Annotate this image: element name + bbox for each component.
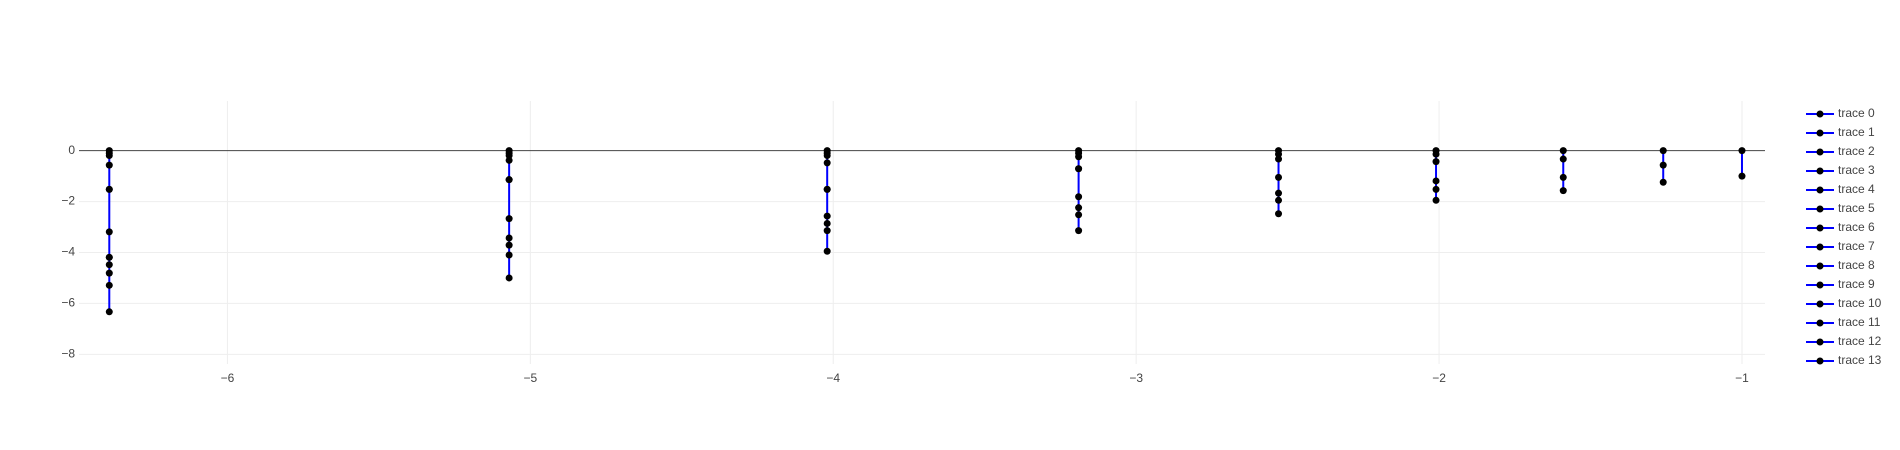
point [105,281,113,289]
point [823,247,831,255]
point [505,215,513,223]
legend-label: trace 6 [1838,220,1875,234]
point [105,308,113,316]
x-tick-label: −2 [1432,371,1446,385]
point [823,227,831,235]
x-tick-label: −5 [523,371,537,385]
point [505,241,513,249]
point [823,212,831,220]
x-tick-label: −6 [221,371,235,385]
point [1738,172,1746,180]
point [105,161,113,169]
y-tick-label: −8 [61,346,75,360]
legend-label: trace 3 [1838,163,1875,177]
point [1738,147,1746,155]
point [1559,187,1567,195]
legend-marker [1816,205,1824,213]
point [1075,204,1083,212]
legend-label: trace 5 [1838,201,1875,215]
point [105,269,113,277]
point [1275,155,1283,163]
x-tick-label: −4 [826,371,840,385]
point [1659,178,1667,186]
legend-marker [1816,338,1824,346]
point [1075,227,1083,235]
legend-marker [1816,300,1824,308]
point [1432,150,1440,158]
point [1275,173,1283,181]
legend-label: trace 7 [1838,239,1875,253]
point [1659,147,1667,155]
point [1075,153,1083,161]
point [823,151,831,159]
legend-label: trace 9 [1838,277,1875,291]
point [1075,193,1083,201]
point [105,185,113,193]
point [505,274,513,282]
y-tick-label: −6 [61,296,75,310]
point [105,228,113,236]
point [1432,196,1440,204]
legend-marker [1816,129,1824,137]
point [1559,155,1567,163]
legend-label: trace 2 [1838,144,1875,158]
legend-label: trace 13 [1838,353,1882,367]
y-tick-label: −2 [61,194,75,208]
point [823,219,831,227]
point [1275,150,1283,158]
point [1075,165,1083,173]
point [505,234,513,242]
point [1559,173,1567,181]
point [1275,210,1283,218]
legend-marker [1816,281,1824,289]
x-tick-label: −3 [1129,371,1143,385]
point [505,251,513,259]
point [1275,189,1283,197]
point [1432,177,1440,185]
legend-marker [1816,224,1824,232]
legend-label: trace 4 [1838,182,1875,196]
legend-label: trace 11 [1838,315,1881,329]
point [505,151,513,159]
legend-marker [1816,319,1824,327]
point [505,156,513,164]
point [823,185,831,193]
legend-marker [1816,148,1824,156]
legend-label: trace 0 [1838,106,1875,120]
point [1432,185,1440,193]
legend-label: trace 1 [1838,125,1875,139]
legend-marker [1816,357,1824,365]
x-tick-label: −1 [1735,371,1749,385]
legend-label: trace 12 [1838,334,1882,348]
y-tick-label: 0 [68,143,75,157]
point [1275,196,1283,204]
legend-marker [1816,262,1824,270]
legend-marker [1816,243,1824,251]
legend-label: trace 10 [1838,296,1882,310]
y-tick-label: −4 [61,245,75,259]
point [1075,211,1083,219]
point [1432,158,1440,166]
point [1559,147,1567,155]
legend-marker [1816,167,1824,175]
point [105,261,113,269]
point [105,253,113,261]
point [823,159,831,167]
legend-marker [1816,186,1824,194]
legend-label: trace 8 [1838,258,1875,272]
legend-marker [1816,110,1824,118]
point [1659,161,1667,169]
point [105,151,113,159]
point [505,176,513,184]
